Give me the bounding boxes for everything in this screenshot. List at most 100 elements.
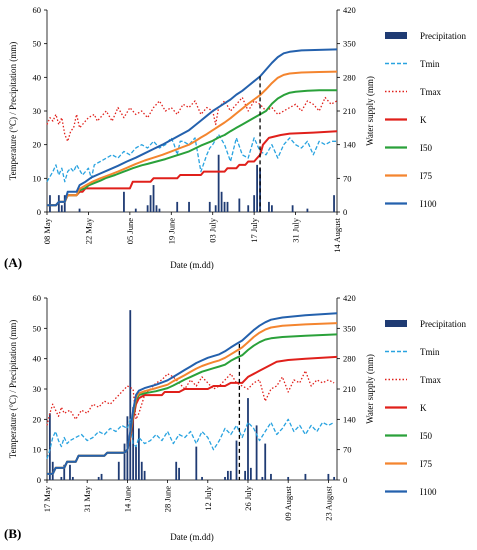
precipitation-bar — [178, 467, 180, 480]
precipitation-bar — [255, 425, 258, 480]
precipitation-bar — [137, 428, 140, 480]
precipitation-bar — [333, 195, 335, 212]
precipitation-bar — [63, 464, 66, 480]
series-line-tmax — [46, 370, 335, 426]
y-tick-left-label: 30 — [33, 106, 42, 116]
chart-panel-b: 0 10 20 30 40 50 60 0 70 140 210 280 350 420 17 May 31 … — [4, 293, 466, 542]
legend-swatch-precipitation — [385, 320, 407, 327]
precipitation-bar — [71, 476, 74, 480]
series-line-i50 — [47, 333, 338, 475]
precipitation-bar — [57, 195, 60, 212]
precipitation-bar — [134, 208, 137, 212]
legend-label: I75 — [420, 459, 432, 469]
legend-label: I50 — [420, 431, 432, 441]
precipitation-bar — [226, 470, 229, 480]
precipitation-bar — [256, 164, 259, 212]
series-line-i50 — [47, 89, 337, 207]
precipitation-bar — [63, 195, 66, 212]
precipitation-bar — [306, 208, 309, 212]
precipitation-bar — [51, 461, 54, 480]
y-axis-left-label: Temperature (°C) / Precipitation (mm) — [8, 320, 18, 458]
y-tick-right-label: 350 — [343, 39, 356, 49]
precipitation-bar — [247, 205, 250, 212]
legend-label: K — [420, 115, 427, 125]
y-tick-right-label: 210 — [343, 106, 356, 116]
precipitation-bar — [143, 470, 146, 480]
y-tick-right-label: 420 — [343, 293, 356, 303]
x-tick-label: 17 July — [249, 217, 259, 243]
series-line-tmin — [46, 418, 335, 459]
legend-label: I75 — [420, 171, 432, 181]
x-tick-label: 08 May — [42, 217, 52, 244]
x-tick-label: 14 August — [332, 217, 342, 252]
series-line-i75 — [47, 70, 338, 207]
x-tick-label: 19 June — [166, 218, 176, 244]
legend-label: K — [420, 403, 427, 413]
precipitation-bar — [291, 205, 294, 212]
precipitation-bar — [264, 443, 267, 480]
y-axis-right-label: Water supply (mm) — [365, 76, 375, 146]
precipitation-bar — [268, 201, 270, 212]
legend-label: Tmax — [420, 375, 441, 385]
precipitation-bar — [249, 467, 252, 480]
x-tick-label: 03 July — [208, 217, 218, 243]
legend-label: Tmax — [420, 87, 441, 97]
precipitation-bar — [48, 413, 51, 480]
y-axis-left-label: Temperature (°C) / Precipitation (mm) — [8, 42, 18, 180]
x-tick-label: 12 July — [203, 485, 213, 511]
x-axis-label: Date (m.dd) — [170, 532, 213, 542]
y-tick-right-label: 210 — [343, 384, 356, 394]
legend-label: Tmin — [420, 59, 440, 69]
y-tick-right-label: 0 — [343, 475, 347, 485]
precipitation-bar — [123, 443, 126, 480]
precipitation-bar — [304, 473, 307, 480]
y-tick-right-label: 0 — [343, 207, 347, 217]
precipitation-bar — [78, 208, 81, 212]
y-tick-left-label: 10 — [33, 173, 42, 183]
y-tick-left-label: 50 — [33, 323, 42, 333]
precipitation-bar — [208, 201, 211, 212]
precipitation-bar — [195, 446, 198, 480]
precipitation-bar — [146, 205, 149, 212]
y-tick-right-label: 70 — [343, 445, 352, 455]
legend-label: Tmin — [420, 347, 440, 357]
x-tick-label: 23 August — [323, 485, 333, 520]
precipitation-bar — [223, 201, 226, 212]
x-tick-label: 26 July — [243, 485, 253, 511]
y-tick-right-label: 280 — [343, 72, 356, 82]
precipitation-bar — [49, 195, 51, 212]
chart-panel-a: 0 10 20 30 40 50 60 0 70 140 210 280 350 420 08 May 22 … — [4, 5, 466, 270]
y-tick-right-label: 280 — [343, 354, 356, 364]
precipitation-bar — [253, 195, 256, 212]
x-tick-label: 31 July — [291, 217, 301, 243]
precipitation-bar — [97, 476, 100, 480]
precipitation-bar — [135, 446, 137, 480]
precipitation-bar — [247, 398, 249, 480]
precipitation-bar — [229, 470, 232, 480]
y-tick-left-label: 0 — [37, 475, 41, 485]
precipitation-bar — [327, 473, 330, 480]
x-tick-label: 22 May — [83, 217, 93, 244]
y-tick-left-label: 40 — [33, 72, 42, 82]
precipitation-bar — [220, 191, 223, 212]
y-tick-right-label: 140 — [343, 414, 356, 424]
precipitation-bar — [270, 473, 272, 480]
precipitation-bar — [238, 198, 241, 212]
x-tick-label: 17 May — [42, 485, 52, 512]
x-tick-label: 28 June — [163, 486, 173, 512]
precipitation-bar — [201, 476, 203, 480]
y-tick-left-label: 20 — [33, 140, 42, 150]
series-line-i100 — [47, 48, 338, 207]
y-tick-left-label: 20 — [33, 414, 42, 424]
y-tick-right-label: 140 — [343, 140, 356, 150]
precipitation-bar — [287, 476, 290, 480]
precipitation-bar — [261, 476, 264, 480]
legend-label: Precipitation — [420, 31, 466, 41]
precipitation-bar — [270, 205, 273, 212]
y-axis-right-label: Water supply (mm) — [365, 354, 375, 424]
y-tick-right-label: 350 — [343, 323, 356, 333]
x-tick-label: 14 June — [122, 486, 132, 512]
precipitation-bar — [244, 470, 247, 480]
y-tick-left-label: 0 — [37, 207, 41, 217]
